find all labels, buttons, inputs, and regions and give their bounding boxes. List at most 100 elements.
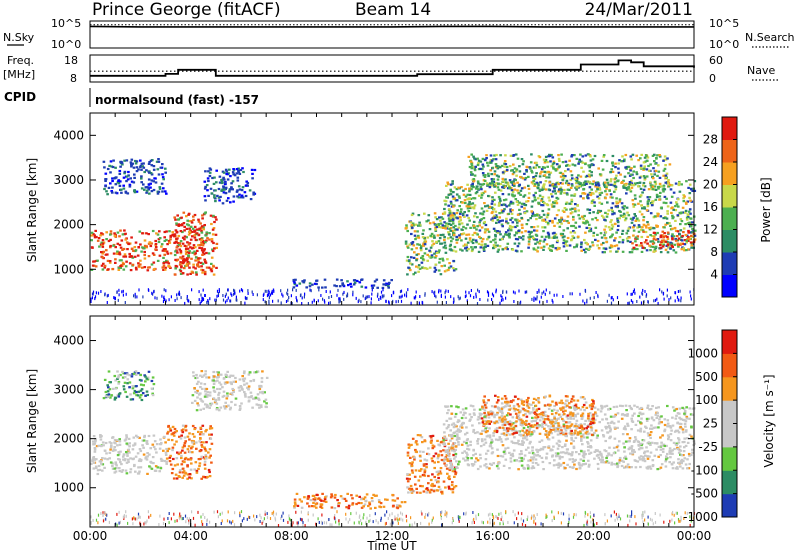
- echo-cell: [690, 221, 694, 224]
- echo-cell: [117, 376, 120, 379]
- echo-cell: [212, 389, 216, 392]
- echo-cell: [490, 180, 494, 183]
- echo-cell: [197, 234, 201, 237]
- echo-cell: [179, 245, 183, 248]
- echo-cell: [410, 213, 414, 217]
- clutter-cell: [161, 294, 163, 298]
- echo-cell: [514, 249, 518, 252]
- echo-cell: [668, 183, 672, 186]
- echo-cell: [477, 250, 481, 253]
- echo-cell: [229, 188, 232, 191]
- echo-cell: [423, 212, 426, 215]
- echo-cell: [415, 487, 418, 490]
- echo-cell: [566, 227, 569, 230]
- echo-cell: [596, 434, 599, 437]
- echo-cell: [529, 167, 532, 170]
- clutter-cell: [104, 293, 106, 297]
- echo-cell: [145, 440, 149, 443]
- echo-cell: [665, 444, 668, 447]
- echo-cell: [558, 159, 561, 162]
- echo-cell: [563, 188, 566, 192]
- echo-cell: [230, 382, 233, 385]
- echo-cell: [572, 417, 575, 420]
- echo-cell: [631, 248, 634, 251]
- echo-cell: [184, 247, 188, 250]
- echo-cell: [452, 259, 455, 263]
- echo-cell: [580, 184, 584, 187]
- clutter-cell: [233, 288, 235, 292]
- echo-cell: [557, 209, 560, 212]
- echo-cell: [426, 253, 429, 256]
- echo-cell: [518, 453, 522, 456]
- echo-cell: [165, 457, 169, 460]
- clutter-cell: [656, 297, 658, 301]
- echo-cell: [585, 242, 588, 245]
- echo-cell: [198, 227, 201, 230]
- echo-cell: [147, 178, 151, 181]
- echo-cell: [585, 182, 588, 185]
- clutter-cell: [156, 296, 158, 300]
- echo-cell: [549, 244, 552, 248]
- echo-cell: [530, 411, 534, 414]
- echo-cell: [471, 233, 475, 237]
- echo-cell: [223, 382, 227, 385]
- echo-cell: [483, 220, 486, 224]
- echo-cell: [208, 433, 211, 436]
- clutter-cell: [180, 296, 182, 300]
- clutter-cell: [505, 290, 507, 294]
- echo-cell: [228, 375, 231, 379]
- clutter-cell: [586, 298, 588, 302]
- echo-cell: [637, 224, 641, 227]
- echo-cell: [577, 174, 580, 177]
- echo-cell: [166, 252, 170, 255]
- echo-cell: [184, 250, 188, 253]
- echo-cell: [135, 394, 138, 397]
- echo-cell: [190, 230, 194, 233]
- echo-cell: [548, 219, 552, 223]
- clutter-cell: [187, 299, 189, 303]
- echo-cell: [137, 394, 140, 397]
- echo-cell: [417, 266, 420, 269]
- echo-cell: [532, 456, 536, 459]
- echo-cell: [588, 181, 592, 184]
- echo-cell: [423, 469, 427, 472]
- echo-cell: [410, 487, 414, 490]
- echo-cell: [610, 183, 613, 186]
- clutter-cell: [268, 289, 270, 293]
- echo-cell: [243, 393, 247, 396]
- echo-cell: [608, 228, 612, 231]
- echo-cell: [496, 165, 500, 168]
- echo-cell: [538, 242, 541, 245]
- echo-cell: [605, 215, 609, 218]
- echo-cell: [464, 187, 467, 191]
- echo-cell: [558, 433, 562, 436]
- echo-cell: [543, 238, 547, 241]
- echo-cell: [199, 397, 202, 401]
- echo-cell: [645, 239, 648, 242]
- echo-cell: [461, 249, 464, 252]
- echo-cell: [622, 205, 626, 208]
- echo-cell: [571, 460, 575, 463]
- echo-cell: [683, 249, 686, 252]
- echo-cell: [656, 231, 659, 235]
- echo-cell: [476, 180, 480, 183]
- echo-cell: [247, 388, 250, 391]
- clutter-cell: [125, 292, 127, 296]
- echo-cell: [637, 159, 640, 162]
- echo-cell: [215, 371, 219, 374]
- echo-cell: [429, 256, 433, 259]
- echo-cell: [493, 214, 496, 217]
- echo-cell: [616, 228, 620, 232]
- echo-cell: [514, 153, 518, 156]
- echo-cell: [664, 235, 667, 238]
- echo-cell: [468, 189, 471, 193]
- echo-cell: [660, 206, 663, 209]
- clutter-cell: [152, 292, 154, 296]
- echo-cell: [176, 463, 179, 466]
- echo-cell: [640, 250, 644, 253]
- echo-cell: [199, 408, 202, 411]
- echo-cell: [263, 400, 266, 403]
- echo-cell: [630, 167, 633, 170]
- echo-cell: [208, 391, 212, 394]
- echo-cell: [646, 221, 649, 224]
